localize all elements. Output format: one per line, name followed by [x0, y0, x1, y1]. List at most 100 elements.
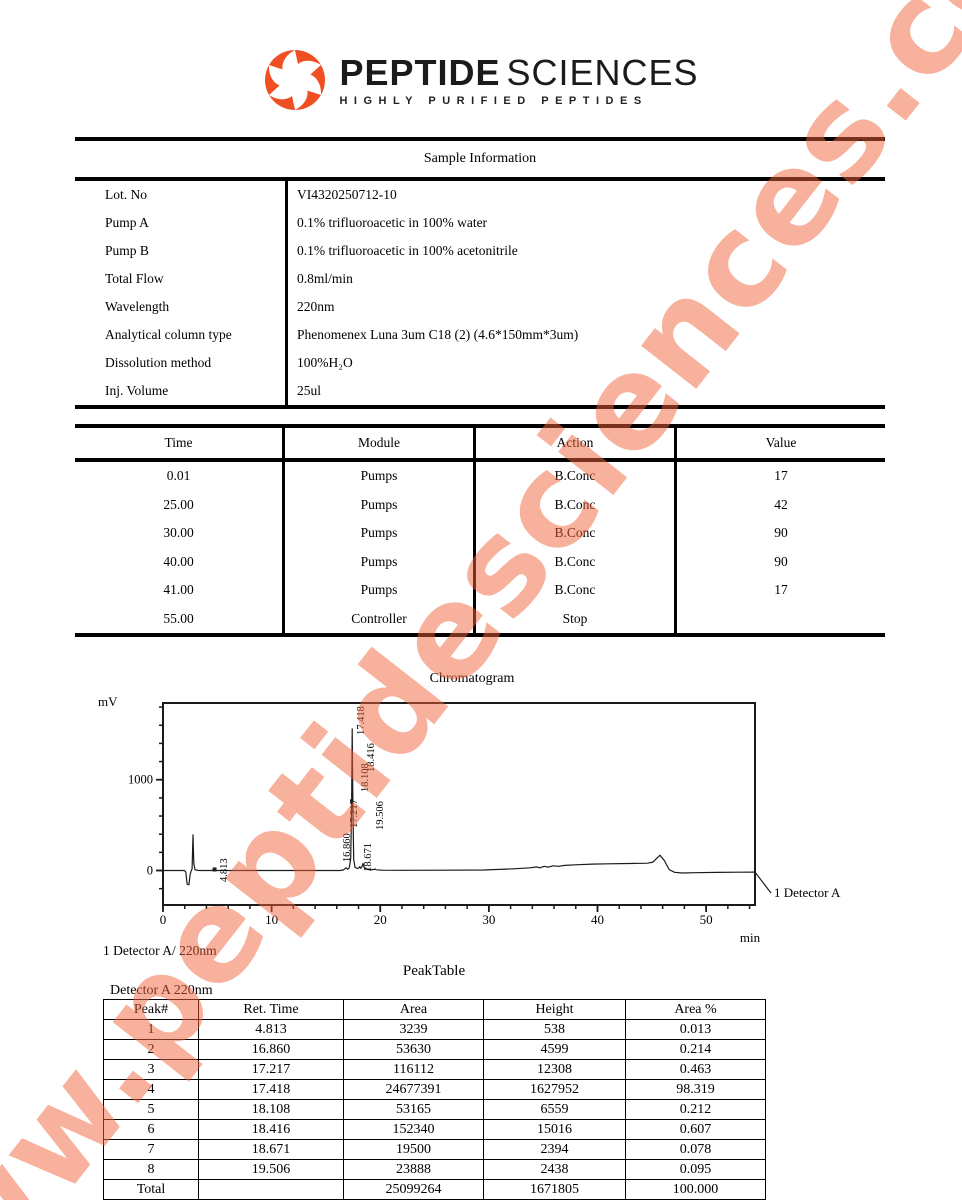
peak-retention-label: 17.217: [349, 799, 360, 828]
program-cell: 41.00: [75, 576, 285, 605]
peak-table-cell: 0.212: [625, 1099, 766, 1120]
x-tick-label: 40: [591, 912, 604, 927]
peak-retention-label: 4.813: [219, 858, 230, 882]
x-axis-unit-label: min: [740, 930, 761, 945]
peak-table-cell: 0.214: [625, 1039, 766, 1060]
peak-table-cell: 0.463: [625, 1059, 766, 1080]
peak-retention-label: 18.108: [360, 763, 371, 792]
program-cell: [677, 605, 885, 634]
peak-table-cell: 7: [103, 1139, 199, 1160]
field-value: 0.1% trifluoroacetic in 100% water: [297, 215, 488, 230]
peak-table-cell: Area: [343, 999, 484, 1020]
field-value: 220nm: [297, 299, 335, 314]
detector-callout-line: [754, 871, 772, 894]
program-cell: 25.00: [75, 490, 285, 519]
program-header-cell: Action: [476, 428, 677, 458]
peak-table-cell: 0.095: [625, 1159, 766, 1180]
peak-table-cell: Ret. Time: [198, 999, 344, 1020]
field-value: 0.1% trifluoroacetic in 100% acetonitril…: [297, 243, 518, 258]
field-label: Dissolution method: [75, 349, 288, 377]
sample-info-row: Pump B 0.1% trifluoroacetic in 100% aceto…: [75, 237, 885, 265]
peak-table-cell: 0.607: [625, 1119, 766, 1140]
field-label: Analytical column type: [75, 321, 288, 349]
program-cell: B.Conc: [476, 462, 677, 491]
peak-table-cell: 4599: [483, 1039, 626, 1060]
y-axis-unit-label: mV: [98, 694, 118, 709]
peak-table-header-row: Peak# Ret. Time Area Height Area %: [103, 999, 766, 1020]
peak-table-cell: 152340: [343, 1119, 484, 1140]
peak-retention-label: 16.860: [342, 833, 353, 862]
detector-channel-label: 1 Detector A/ 220nm: [103, 943, 217, 958]
peak-table-cell: 3239: [343, 1019, 484, 1040]
peak-table-row: 8 19.506 23888 2438 0.095: [103, 1159, 766, 1180]
detector-callout-label: 1 Detector A: [774, 885, 841, 900]
peak-table-title: PeakTable: [402, 963, 466, 979]
peak-table-cell: 4.813: [198, 1019, 344, 1040]
peak-retention-label: 18.416: [366, 743, 377, 772]
peak-table-cell: 15016: [483, 1119, 626, 1140]
rule-top: [75, 424, 885, 428]
x-tick-label: 30: [482, 912, 495, 927]
peak-table-cell: 100.000: [625, 1179, 766, 1200]
peak-table-cell: 2394: [483, 1139, 626, 1160]
x-tick-label: 50: [700, 912, 713, 927]
chromatogram-section: Chromatogram mV min 0 10 20 30 40 50 0 1000 4.813 16…: [60, 660, 930, 960]
peak-table-cell: 6: [103, 1119, 199, 1140]
field-label: Total Flow: [75, 265, 288, 293]
peak-table-cell: 19.506: [198, 1159, 344, 1180]
program-table-header: Time Module Action Value: [75, 428, 885, 458]
program-cell: Pumps: [285, 490, 476, 519]
peak-table-cell: 23888: [343, 1159, 484, 1180]
program-cell: 90: [774, 525, 788, 540]
field-value: VI4320250712-10: [297, 187, 397, 202]
peak-retention-label: 19.506: [375, 801, 386, 830]
program-cell: 40.00: [75, 547, 285, 576]
integration-marker: [212, 867, 217, 872]
peak-table-section: PeakTable Detector A 220nm Peak# Ret. Tim…: [103, 960, 766, 1200]
rule-header: [75, 458, 885, 462]
program-cell: Controller: [285, 604, 476, 633]
peak-table-cell: 1: [103, 1019, 199, 1040]
peak-table-cell: 17.418: [198, 1079, 344, 1100]
x-tick-label: 0: [160, 912, 167, 927]
program-cell: B.Conc: [476, 519, 677, 548]
peak-table-cell: 1627952: [483, 1079, 626, 1100]
program-header-cell: Value: [765, 435, 797, 450]
brand-name-bold: PEPTIDE: [339, 51, 501, 93]
sample-info-row: Dissolution method 100%H₂O: [75, 349, 885, 377]
program-cell: B.Conc: [476, 547, 677, 576]
peak-table-cell: 116112: [343, 1059, 484, 1080]
peak-table-cell: 18.671: [198, 1139, 344, 1160]
program-table-row: 25.00 Pumps B.Conc 42: [75, 490, 885, 519]
peak-table-row: 4 17.418 24677391 1627952 98.319: [103, 1079, 766, 1100]
program-cell: 55.00: [75, 604, 285, 633]
peak-table-cell: Peak#: [103, 999, 199, 1020]
program-header-cell: Module: [285, 428, 476, 458]
brand-swirl-icon: [265, 49, 326, 111]
peak-retention-label: 17.418: [356, 706, 367, 735]
sample-info-row: Pump A 0.1% trifluoroacetic in 100% water: [75, 209, 885, 237]
peak-table-subtitle: Detector A 220nm: [110, 983, 213, 998]
program-table-row: 41.00 Pumps B.Conc 17: [75, 576, 885, 605]
peak-table-cell: 12308: [483, 1059, 626, 1080]
peak-table-cell: 4: [103, 1079, 199, 1100]
peak-table-cell: 538: [483, 1019, 626, 1040]
peak-table-row: Total 25099264 1671805 100.000: [103, 1179, 766, 1200]
rule-header: [75, 177, 885, 181]
brand-logo: PEPTIDE SCIENCES HIGHLY PURIFIED PEPTIDES: [0, 48, 962, 112]
peak-table-cell: 5: [103, 1099, 199, 1120]
sample-info-row: Total Flow 0.8ml/min: [75, 265, 885, 293]
peak-table-cell: 0.078: [625, 1139, 766, 1160]
peak-table-cell: 6559: [483, 1099, 626, 1120]
program-table-row: 55.00 Controller Stop: [75, 604, 885, 634]
sample-information-rows: Lot. No VI4320250712-10 Pump A 0.1% trifluo…: [75, 181, 885, 405]
chromatogram-chart: Chromatogram mV min 0 10 20 30 40 50 0 1000 4.813 16…: [98, 671, 841, 945]
sample-information-section: Sample Information Lot. No VI4320250712-1…: [75, 137, 885, 409]
peak-table-cell: 8: [103, 1159, 199, 1180]
brand-name-light: SCIENCES: [506, 51, 699, 93]
y-tick-label: 0: [147, 864, 153, 878]
peak-table-cell: 98.319: [625, 1079, 766, 1100]
peak-table: Peak# Ret. Time Area Height Area % 1 4.813 3239…: [103, 999, 766, 1200]
field-label: Pump A: [75, 209, 288, 237]
program-cell: 0.01: [75, 462, 285, 491]
